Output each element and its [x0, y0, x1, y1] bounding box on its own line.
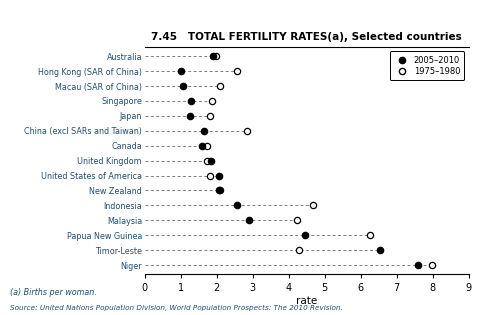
Text: Source: United Nations Population Division, World Population Prospects: The 2010: Source: United Nations Population Divisi…	[10, 305, 342, 311]
Title: 7.45   TOTAL FERTILITY RATES(a), Selected countries: 7.45 TOTAL FERTILITY RATES(a), Selected …	[151, 32, 462, 42]
X-axis label: rate: rate	[296, 296, 317, 306]
Legend: 2005–2010, 1975–1980: 2005–2010, 1975–1980	[389, 51, 464, 80]
Text: (a) Births per woman.: (a) Births per woman.	[10, 288, 97, 296]
